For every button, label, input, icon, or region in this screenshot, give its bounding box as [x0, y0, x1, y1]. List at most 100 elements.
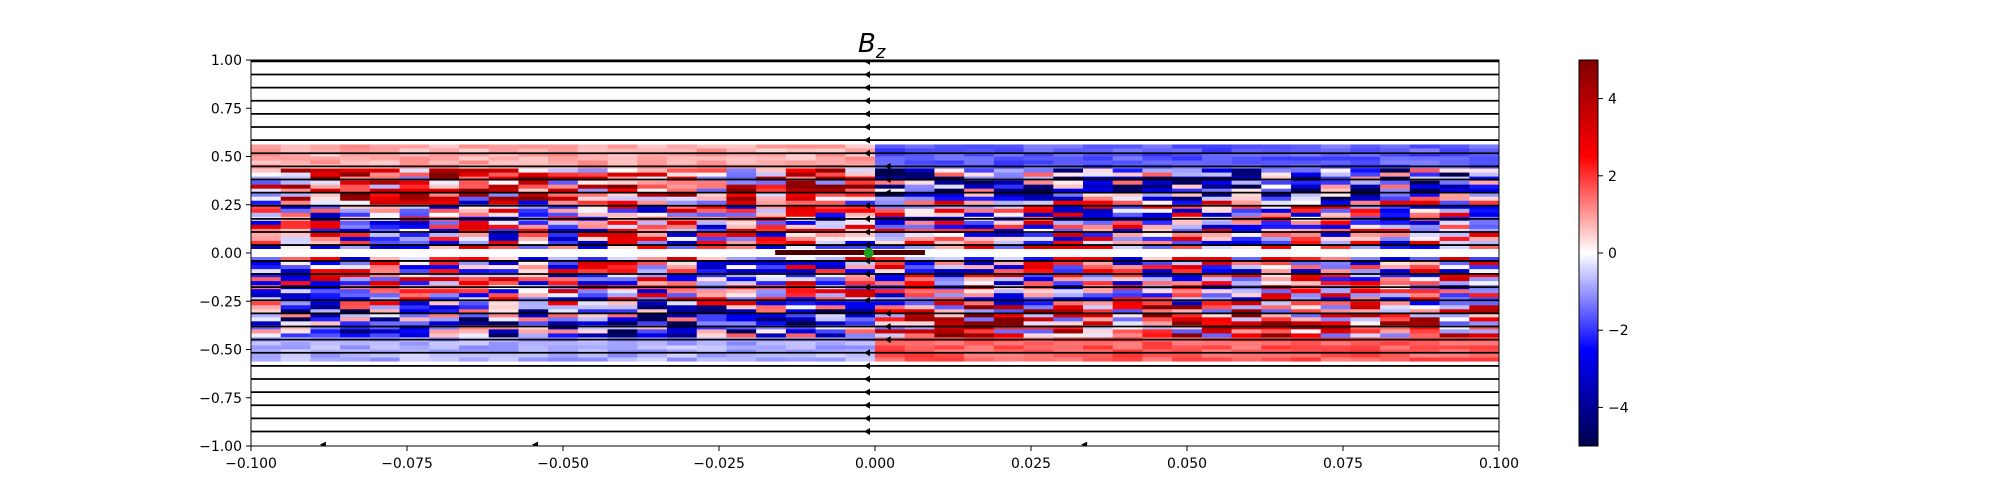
heatmap-cell	[1142, 104, 1173, 109]
y-tick-label: 1.00	[211, 53, 242, 69]
heatmap-cell	[1350, 321, 1381, 326]
heatmap-cell	[1469, 84, 1499, 89]
heatmap-cell	[1291, 168, 1322, 174]
heatmap-cell	[815, 192, 846, 198]
heatmap-cell	[637, 293, 668, 298]
heatmap-cell	[1201, 373, 1233, 379]
heatmap-cell	[607, 188, 638, 194]
heatmap-cell	[548, 373, 579, 379]
heatmap-cell	[369, 60, 401, 65]
heatmap-cell	[1380, 220, 1411, 226]
heatmap-cell	[399, 160, 430, 166]
heatmap-cell	[369, 397, 401, 403]
heatmap-cell	[726, 437, 757, 443]
heatmap-cell	[904, 353, 936, 359]
heatmap-cell	[815, 188, 846, 194]
heatmap-cell	[1112, 377, 1144, 383]
heatmap-cell	[1320, 196, 1352, 202]
heatmap-cell	[845, 184, 876, 190]
heatmap-cell	[399, 232, 430, 238]
heatmap-cell	[1350, 88, 1381, 93]
heatmap-cell	[696, 281, 728, 286]
heatmap-cell	[1112, 361, 1144, 367]
heatmap-cell	[1469, 204, 1499, 210]
heatmap-cell	[518, 269, 549, 274]
heatmap-cell	[1469, 224, 1499, 230]
heatmap-cell	[875, 265, 906, 270]
heatmap-cell	[1053, 321, 1084, 326]
heatmap-cell	[1409, 184, 1441, 190]
heatmap-cell	[904, 329, 936, 335]
heatmap-cell	[340, 281, 371, 286]
heatmap-cell	[518, 409, 549, 415]
heatmap-cell	[904, 441, 936, 446]
heatmap-cell	[1023, 144, 1054, 150]
heatmap-cell	[904, 108, 936, 113]
heatmap-cell	[1142, 349, 1173, 355]
heatmap-cell	[1201, 172, 1233, 178]
heatmap-cell	[1172, 92, 1203, 97]
heatmap-cell	[251, 397, 282, 403]
heatmap-cell	[251, 88, 282, 93]
heatmap-cell	[310, 301, 341, 306]
heatmap-cell	[1231, 341, 1262, 347]
heatmap-cell	[399, 76, 430, 81]
heatmap-cell	[696, 305, 728, 310]
heatmap-cell	[518, 144, 549, 150]
heatmap-cell	[875, 413, 906, 419]
heatmap-cell	[667, 64, 698, 69]
heatmap-cell	[875, 381, 906, 387]
heatmap-cell	[815, 401, 846, 407]
heatmap-cell	[1320, 341, 1352, 347]
heatmap-cell	[488, 353, 520, 359]
heatmap-cell	[993, 172, 1025, 178]
heatmap-cell	[251, 369, 282, 375]
heatmap-cell	[1083, 317, 1114, 322]
heatmap-cell	[726, 224, 757, 230]
field-line-arrow	[864, 414, 871, 422]
heatmap-cell	[1261, 160, 1292, 166]
heatmap-cell	[815, 397, 846, 403]
heatmap-cell	[785, 437, 817, 443]
heatmap-cell	[845, 128, 876, 133]
heatmap-cell	[756, 128, 787, 133]
heatmap-cell	[1023, 309, 1054, 314]
heatmap-cell	[875, 261, 906, 266]
heatmap-cell	[1112, 100, 1144, 105]
heatmap-cell	[1291, 204, 1322, 210]
heatmap-cell	[726, 144, 757, 150]
heatmap-cell	[785, 220, 817, 226]
heatmap-cell	[548, 277, 579, 282]
heatmap-cell	[1083, 397, 1114, 403]
heatmap-cell	[1409, 365, 1441, 371]
heatmap-cell	[310, 317, 341, 322]
heatmap-cell	[726, 381, 757, 387]
heatmap-cell	[904, 393, 936, 399]
heatmap-cell	[1380, 188, 1411, 194]
heatmap-cell	[1320, 317, 1352, 322]
heatmap-cell	[1409, 353, 1441, 359]
heatmap-cell	[815, 373, 846, 379]
heatmap-cell	[815, 329, 846, 335]
heatmap-cell	[696, 136, 728, 142]
heatmap-cell	[577, 405, 609, 411]
heatmap-cell	[577, 325, 609, 330]
heatmap-cell	[1291, 385, 1322, 391]
heatmap-cell	[607, 100, 638, 105]
heatmap-cell	[1291, 361, 1322, 367]
heatmap-cell	[1409, 329, 1441, 335]
heatmap-cell	[1350, 220, 1381, 226]
heatmap-cell	[1083, 437, 1114, 443]
heatmap-cell	[488, 188, 520, 194]
heatmap-cell	[369, 433, 401, 439]
heatmap-cell	[518, 417, 549, 423]
heatmap-cell	[1409, 277, 1441, 282]
heatmap-cell	[548, 377, 579, 383]
heatmap-cell	[696, 357, 728, 363]
heatmap-cell	[251, 132, 282, 137]
heatmap-cell	[1023, 413, 1054, 419]
heatmap-cell	[785, 232, 817, 238]
heatmap-cell	[1083, 196, 1114, 202]
heatmap-cell	[696, 192, 728, 198]
heatmap-cell	[696, 381, 728, 387]
